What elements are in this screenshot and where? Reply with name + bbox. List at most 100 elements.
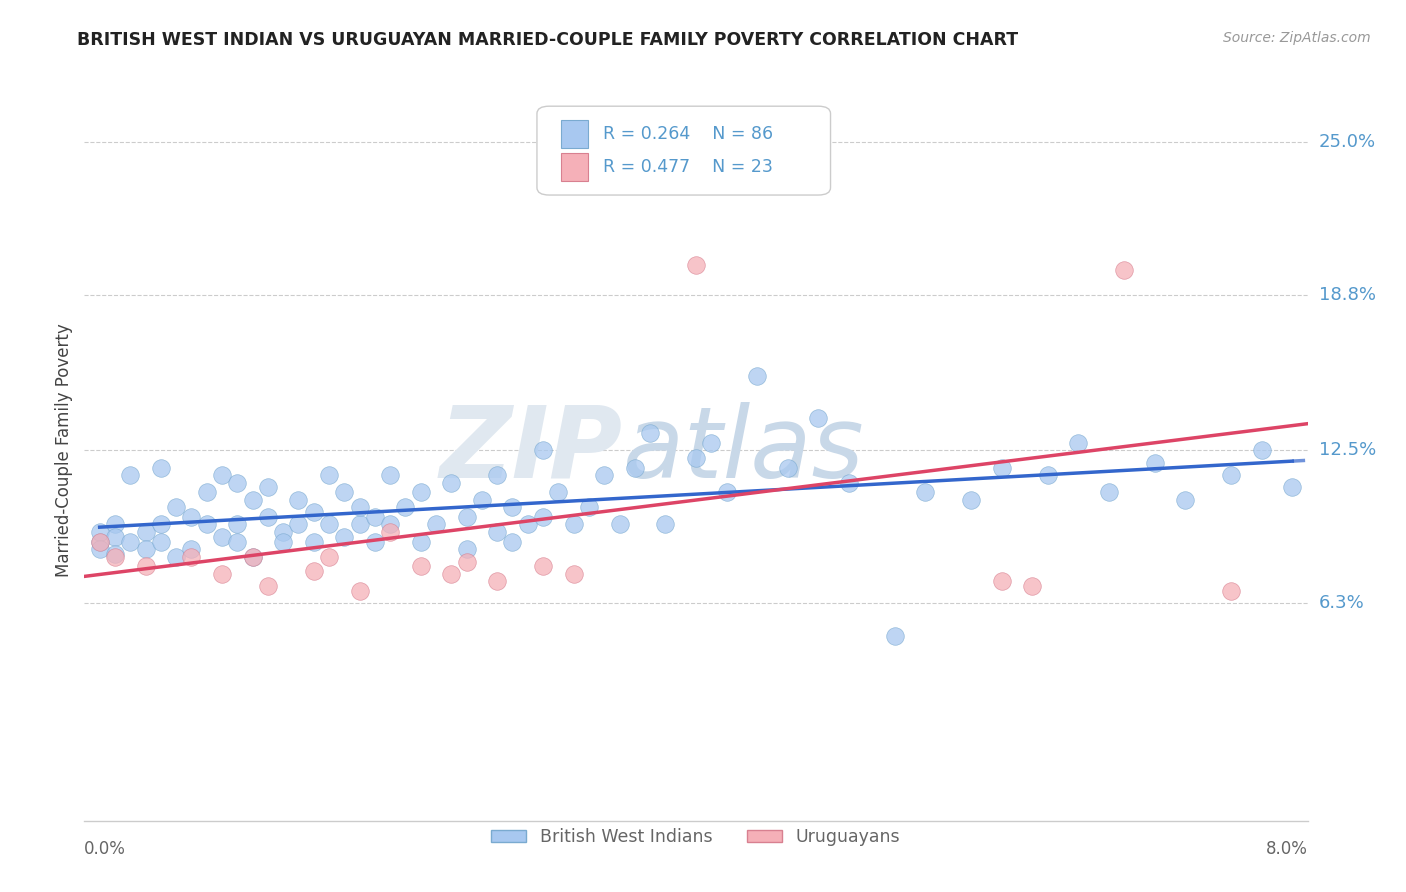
- Point: [1036, 468, 1059, 483]
- Legend: British West Indians, Uruguayans: British West Indians, Uruguayans: [485, 821, 907, 853]
- Text: Source: ZipAtlas.com: Source: ZipAtlas.com: [1223, 31, 1371, 45]
- Point: [149, 517, 172, 532]
- Point: [1098, 485, 1121, 500]
- Point: [211, 530, 233, 544]
- Text: 0.0%: 0.0%: [84, 840, 127, 858]
- Point: [318, 517, 340, 532]
- Point: [838, 475, 860, 490]
- Point: [747, 369, 769, 384]
- Point: [302, 534, 325, 549]
- Point: [195, 485, 218, 500]
- Point: [89, 524, 111, 539]
- Point: [502, 500, 524, 515]
- Point: [531, 510, 554, 524]
- Point: [242, 549, 264, 564]
- Point: [654, 517, 676, 532]
- Point: [165, 500, 187, 515]
- Point: [456, 554, 478, 569]
- Text: 12.5%: 12.5%: [1319, 442, 1376, 459]
- Bar: [561, 153, 588, 181]
- Point: [149, 534, 172, 549]
- Text: R = 0.477    N = 23: R = 0.477 N = 23: [603, 158, 773, 176]
- Point: [120, 534, 142, 549]
- Text: BRITISH WEST INDIAN VS URUGUAYAN MARRIED-COUPLE FAMILY POVERTY CORRELATION CHART: BRITISH WEST INDIAN VS URUGUAYAN MARRIED…: [77, 31, 1018, 49]
- Point: [883, 629, 905, 643]
- Point: [685, 450, 707, 465]
- Text: 6.3%: 6.3%: [1319, 594, 1364, 613]
- Point: [394, 500, 416, 515]
- Point: [104, 530, 127, 544]
- Point: [1114, 263, 1136, 277]
- Point: [135, 542, 157, 557]
- Point: [1021, 579, 1043, 593]
- Point: [991, 460, 1014, 475]
- Point: [104, 549, 127, 564]
- Point: [547, 485, 569, 500]
- Point: [104, 547, 127, 561]
- Point: [271, 534, 294, 549]
- Text: atlas: atlas: [623, 402, 865, 499]
- Y-axis label: Married-Couple Family Poverty: Married-Couple Family Poverty: [55, 324, 73, 577]
- Point: [486, 524, 509, 539]
- Point: [302, 565, 325, 579]
- Point: [349, 500, 371, 515]
- Point: [89, 542, 111, 557]
- Point: [135, 524, 157, 539]
- Point: [226, 517, 249, 532]
- Point: [287, 517, 309, 532]
- Point: [578, 500, 600, 515]
- Point: [409, 559, 432, 574]
- Point: [562, 566, 585, 581]
- Point: [165, 549, 187, 564]
- Point: [531, 443, 554, 458]
- Point: [226, 534, 249, 549]
- Point: [531, 559, 554, 574]
- Point: [349, 517, 371, 532]
- Text: 18.8%: 18.8%: [1319, 286, 1375, 304]
- Point: [257, 481, 280, 495]
- Point: [364, 534, 387, 549]
- Point: [624, 460, 647, 475]
- Point: [257, 510, 280, 524]
- Point: [716, 485, 738, 500]
- Point: [180, 542, 202, 557]
- Point: [333, 485, 356, 500]
- Point: [440, 475, 463, 490]
- Point: [104, 517, 127, 532]
- Text: 8.0%: 8.0%: [1265, 840, 1308, 858]
- Point: [226, 475, 249, 490]
- Point: [456, 510, 478, 524]
- Point: [318, 549, 340, 564]
- Point: [960, 492, 983, 507]
- Point: [609, 517, 631, 532]
- Point: [409, 485, 432, 500]
- Point: [318, 468, 340, 483]
- Point: [180, 510, 202, 524]
- Point: [1250, 443, 1272, 458]
- Point: [1220, 584, 1243, 599]
- Point: [195, 517, 218, 532]
- Point: [638, 426, 661, 441]
- Point: [409, 534, 432, 549]
- Point: [302, 505, 325, 519]
- Point: [1143, 456, 1166, 470]
- Point: [776, 460, 799, 475]
- Point: [120, 468, 142, 483]
- Point: [257, 579, 280, 593]
- Point: [242, 492, 264, 507]
- Point: [149, 460, 172, 475]
- Point: [914, 485, 936, 500]
- Point: [471, 492, 494, 507]
- Point: [562, 517, 585, 532]
- Point: [89, 534, 111, 549]
- Bar: [561, 120, 588, 148]
- Text: R = 0.264    N = 86: R = 0.264 N = 86: [603, 126, 773, 144]
- Point: [380, 517, 402, 532]
- Point: [211, 468, 233, 483]
- Point: [211, 566, 233, 581]
- Point: [425, 517, 447, 532]
- Point: [271, 524, 294, 539]
- Point: [1174, 492, 1197, 507]
- Point: [364, 510, 387, 524]
- Point: [807, 411, 830, 425]
